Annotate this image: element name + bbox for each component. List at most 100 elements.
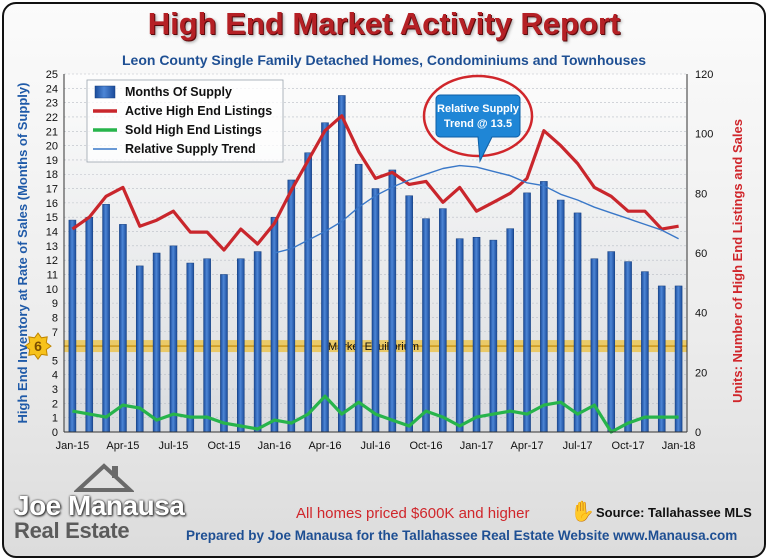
supply-bar (287, 179, 296, 433)
x-tick-label: Jul-15 (158, 440, 188, 452)
axes: 0123457891011121314151617181920212223242… (15, 69, 745, 452)
supply-bar (439, 208, 447, 433)
supply-bar (506, 228, 514, 433)
y-left-tick-label: 4 (52, 370, 58, 382)
logo-name: Joe Manausa (14, 490, 185, 521)
supply-bar (489, 239, 498, 433)
series-lines (71, 114, 679, 434)
supply-bar (220, 274, 228, 433)
y-left-tick-label: 1 (52, 413, 58, 425)
y-left-tick-label: 22 (46, 112, 58, 124)
supply-bar (169, 245, 178, 433)
supply-bar (270, 216, 279, 433)
supply-bar (422, 218, 430, 433)
legend-box (86, 79, 284, 163)
y-left-tick-label: 8 (52, 312, 58, 324)
x-tick-label: Jan-16 (258, 440, 292, 452)
supply-bar (85, 216, 94, 433)
house-logo-icon (74, 463, 134, 492)
y-left-tick-label: 14 (46, 227, 58, 239)
supply-bar (186, 262, 195, 433)
x-tick-label: Apr-15 (106, 440, 139, 452)
x-tick-label: Oct-15 (207, 440, 240, 452)
legend-label: Active High End Listings (125, 104, 272, 118)
supply-bar (607, 251, 616, 433)
y-right-tick-label: 120 (695, 69, 713, 81)
supply-bar (388, 169, 397, 433)
y-left-tick-label: 0 (52, 427, 58, 439)
equilibrium-badge-value: 6 (34, 338, 42, 354)
series-line-sold-high-end-listings (72, 394, 679, 434)
y-left-tick-label: 16 (46, 198, 58, 210)
y-left-tick-label: 17 (46, 184, 58, 196)
y-left-tick-label: 21 (46, 126, 58, 138)
joe-manausa-logo: Joe Manausa Real Estate (14, 460, 185, 548)
source-note: Source: Tallahassee MLS (596, 505, 752, 520)
callout-line1: Relative Supply (437, 103, 520, 115)
callout-ring (422, 74, 534, 158)
y-right-tick-label: 80 (695, 188, 707, 200)
supply-bar (338, 95, 346, 433)
y-right-axis-title: Units: Number of High End Listings and S… (730, 119, 745, 403)
legend-label: Sold High End Listings (125, 123, 262, 137)
y-left-tick-label: 12 (46, 255, 58, 267)
supply-bar (119, 224, 127, 433)
supply-bar (540, 181, 548, 433)
supply-bar (152, 252, 161, 433)
series-line-relative-supply-trend (274, 164, 679, 254)
supply-bar (556, 199, 565, 433)
y-left-tick-label: 9 (52, 298, 58, 310)
y-right-tick-label: 20 (695, 367, 707, 379)
legend-swatch-bar (94, 85, 116, 99)
x-tick-label: Oct-16 (410, 440, 443, 452)
x-tick-label: Jan-18 (662, 440, 696, 452)
y-left-tick-label: 13 (46, 241, 58, 253)
x-tick-label: Apr-16 (308, 440, 341, 452)
series-line-active-high-end-listings (71, 114, 679, 252)
supply-bar (573, 212, 582, 433)
x-tick-label: Jan-15 (56, 440, 90, 452)
y-left-tick-label: 25 (46, 69, 58, 81)
legend-label: Months Of Supply (125, 85, 232, 99)
price-note: All homes priced $600K and higher (296, 505, 530, 522)
callout-line2: Trend @ 13.5 (444, 118, 512, 130)
months-of-supply-bars (68, 95, 683, 433)
y-left-tick-label: 3 (52, 384, 58, 396)
x-tick-label: Jul-16 (361, 440, 391, 452)
supply-bar (472, 236, 481, 433)
y-left-tick-label: 15 (46, 212, 58, 224)
supply-bar (674, 285, 683, 433)
supply-bar (371, 188, 380, 433)
supply-bar (237, 258, 245, 433)
y-left-tick-label: 7 (52, 327, 58, 339)
supply-bar (657, 285, 666, 433)
y-left-tick-label: 18 (46, 169, 58, 181)
y-left-tick-label: 5 (52, 355, 58, 367)
legend-label: Relative Supply Trend (125, 142, 256, 156)
x-tick-label: Jan-17 (460, 440, 494, 452)
y-right-tick-label: 40 (695, 308, 707, 320)
x-tick-label: Jul-17 (563, 440, 593, 452)
y-left-tick-label: 20 (46, 141, 58, 153)
equilibrium-star-icon (24, 332, 52, 360)
supply-bar (523, 192, 531, 433)
x-tick-label: Oct-17 (612, 440, 645, 452)
y-right-tick-label: 0 (695, 427, 701, 439)
callout-bubble (435, 94, 521, 163)
y-left-tick-label: 23 (46, 98, 58, 110)
y-right-tick-label: 100 (695, 129, 713, 141)
supply-bar (68, 219, 77, 433)
y-left-axis-title: High End Inventory at Rate of Sales (Mon… (15, 83, 30, 424)
y-left-tick-label: 2 (52, 398, 58, 410)
supply-bar (624, 261, 632, 433)
supply-bar (253, 251, 262, 433)
x-tick-label: Apr-17 (511, 440, 544, 452)
legend: Months Of Supply Active High End Listings… (86, 79, 284, 163)
supply-bar (405, 195, 413, 433)
supply-bar (455, 238, 464, 433)
y-right-tick-label: 60 (695, 248, 707, 260)
y-left-tick-label: 24 (46, 83, 58, 95)
report-title: High End Market Activity Report (147, 6, 621, 41)
y-left-tick-label: 19 (46, 155, 58, 167)
